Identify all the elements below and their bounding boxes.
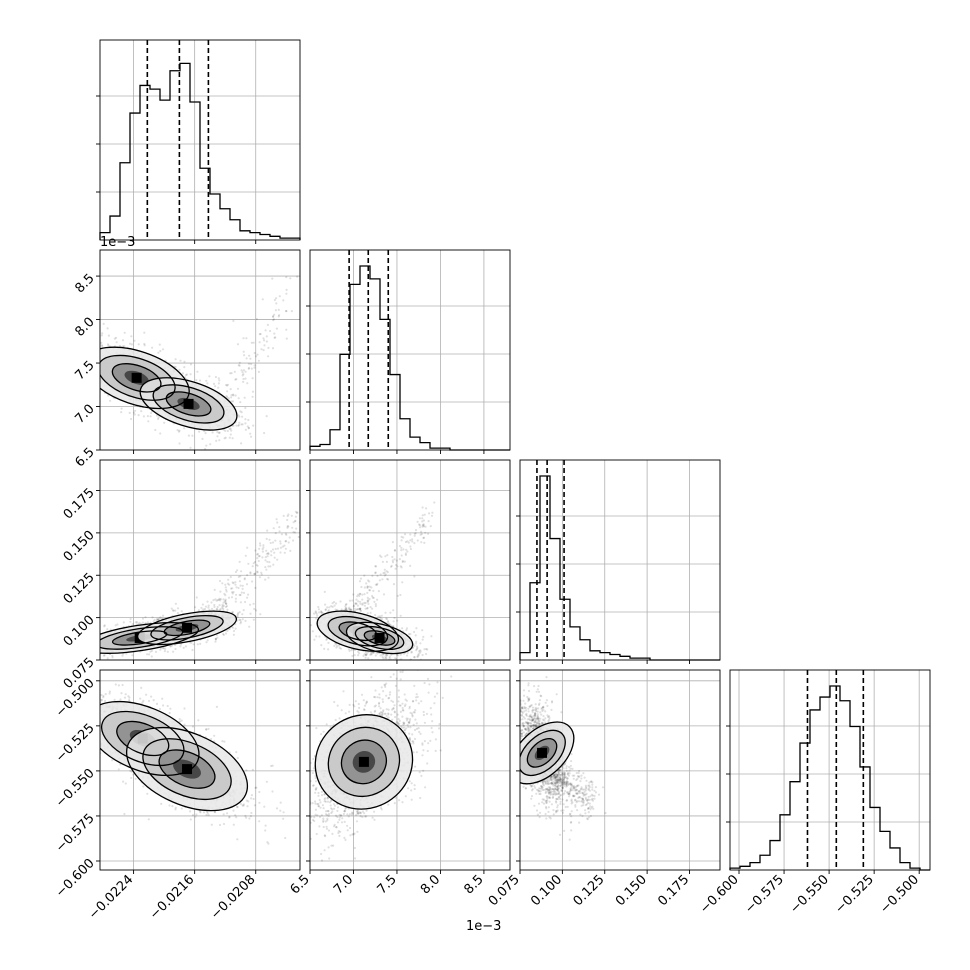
x-tick-label: 0.150 xyxy=(613,872,650,909)
y-tick-label: 0.150 xyxy=(61,528,98,565)
density-contour xyxy=(100,626,184,650)
scatter-frame xyxy=(99,669,301,871)
y-tick-label: 6.5 xyxy=(72,445,97,470)
density-contour xyxy=(125,726,249,812)
scatter-frame xyxy=(519,669,721,871)
y-tick-label: −0.525 xyxy=(53,721,98,766)
density-contour xyxy=(526,737,558,768)
density-peak-cell xyxy=(182,622,193,633)
x-tick-label: 7.0 xyxy=(331,872,356,897)
y-tick-label: 8.5 xyxy=(72,271,97,296)
histogram-panel xyxy=(726,670,930,871)
density-peak-cell xyxy=(358,756,369,767)
density-contour xyxy=(340,739,388,785)
y-tick-label: 0.125 xyxy=(61,570,98,607)
density-contour xyxy=(116,720,170,757)
density-contour xyxy=(101,710,185,767)
histogram-panel xyxy=(96,40,301,240)
histogram-steps xyxy=(729,685,930,871)
y-tick-label: −0.550 xyxy=(53,766,98,811)
x-tick-label: −0.550 xyxy=(787,872,832,917)
density-contour xyxy=(163,619,211,637)
density-contour xyxy=(150,614,224,641)
density-peak-cell xyxy=(183,398,194,409)
scatter-frame xyxy=(309,669,511,871)
histogram-steps xyxy=(99,62,301,240)
x-tick-label: 8.5 xyxy=(462,872,487,897)
y-tick-label: 0.175 xyxy=(61,486,98,523)
y-tick-label: 7.0 xyxy=(72,402,97,427)
x-tick-label: −0.0224 xyxy=(86,872,136,922)
density-contour xyxy=(520,721,575,785)
scatter-frame xyxy=(99,249,301,451)
density-contour xyxy=(100,621,200,654)
histogram-steps xyxy=(519,475,720,661)
density-contour xyxy=(363,630,396,646)
y-offset-label: 1e−3 xyxy=(100,235,135,250)
density-contour xyxy=(520,729,566,777)
histogram-panel xyxy=(306,250,510,451)
density-contour xyxy=(314,714,414,810)
scatter-panel xyxy=(520,670,720,870)
density-contour xyxy=(100,354,176,401)
x-tick-label: 0.175 xyxy=(655,872,692,909)
scatter-panel xyxy=(100,250,300,450)
y-tick-label: 7.5 xyxy=(72,358,97,383)
histogram-frame xyxy=(729,669,931,871)
density-contour xyxy=(152,384,225,424)
scatter-panel xyxy=(100,670,300,870)
x-tick-label: 6.5 xyxy=(288,872,313,897)
y-tick-label: 8.0 xyxy=(72,315,97,340)
x-offset-label: 1e−3 xyxy=(466,919,501,934)
x-tick-label: 0.100 xyxy=(528,872,565,909)
density-contour xyxy=(100,346,190,410)
x-tick-label: −0.500 xyxy=(877,872,922,917)
density-contour xyxy=(354,625,405,651)
x-tick-label: −0.600 xyxy=(697,872,742,917)
x-tick-label: 8.0 xyxy=(418,872,443,897)
density-contour xyxy=(142,738,232,801)
density-contour xyxy=(327,615,389,647)
histogram-frame xyxy=(519,459,721,661)
x-tick-label: 0.125 xyxy=(571,872,608,909)
histogram-steps xyxy=(309,265,510,451)
x-tick-label: −0.575 xyxy=(742,872,787,917)
density-contour xyxy=(139,377,238,431)
scatter-panel xyxy=(100,460,300,660)
histogram-frame xyxy=(99,39,301,241)
histogram-frame xyxy=(309,249,511,451)
x-tick-label: −0.0208 xyxy=(208,872,258,922)
x-tick-label: −0.525 xyxy=(832,872,877,917)
x-tick-label: −0.0216 xyxy=(147,872,197,922)
scatter-frame xyxy=(309,459,511,661)
scatter-panel xyxy=(310,460,510,660)
scatter-frame xyxy=(99,459,301,661)
x-tick-label: 0.075 xyxy=(486,872,523,909)
density-peak-cell xyxy=(131,372,142,383)
histogram-panel xyxy=(516,460,720,661)
x-tick-label: 7.5 xyxy=(375,872,400,897)
density-contour xyxy=(165,391,212,417)
density-contour xyxy=(316,610,400,652)
density-contour xyxy=(137,610,238,646)
density-contour xyxy=(158,749,216,789)
density-peak-cell xyxy=(374,632,385,643)
y-tick-label: 0.100 xyxy=(61,613,98,650)
density-peak-cell xyxy=(182,764,193,775)
density-contour xyxy=(327,726,401,798)
density-peak-cell xyxy=(537,747,548,758)
scatter-panel xyxy=(310,670,510,870)
y-tick-label: −0.575 xyxy=(53,811,98,856)
density-contour xyxy=(345,621,414,655)
y-tick-label: −0.600 xyxy=(53,856,98,901)
